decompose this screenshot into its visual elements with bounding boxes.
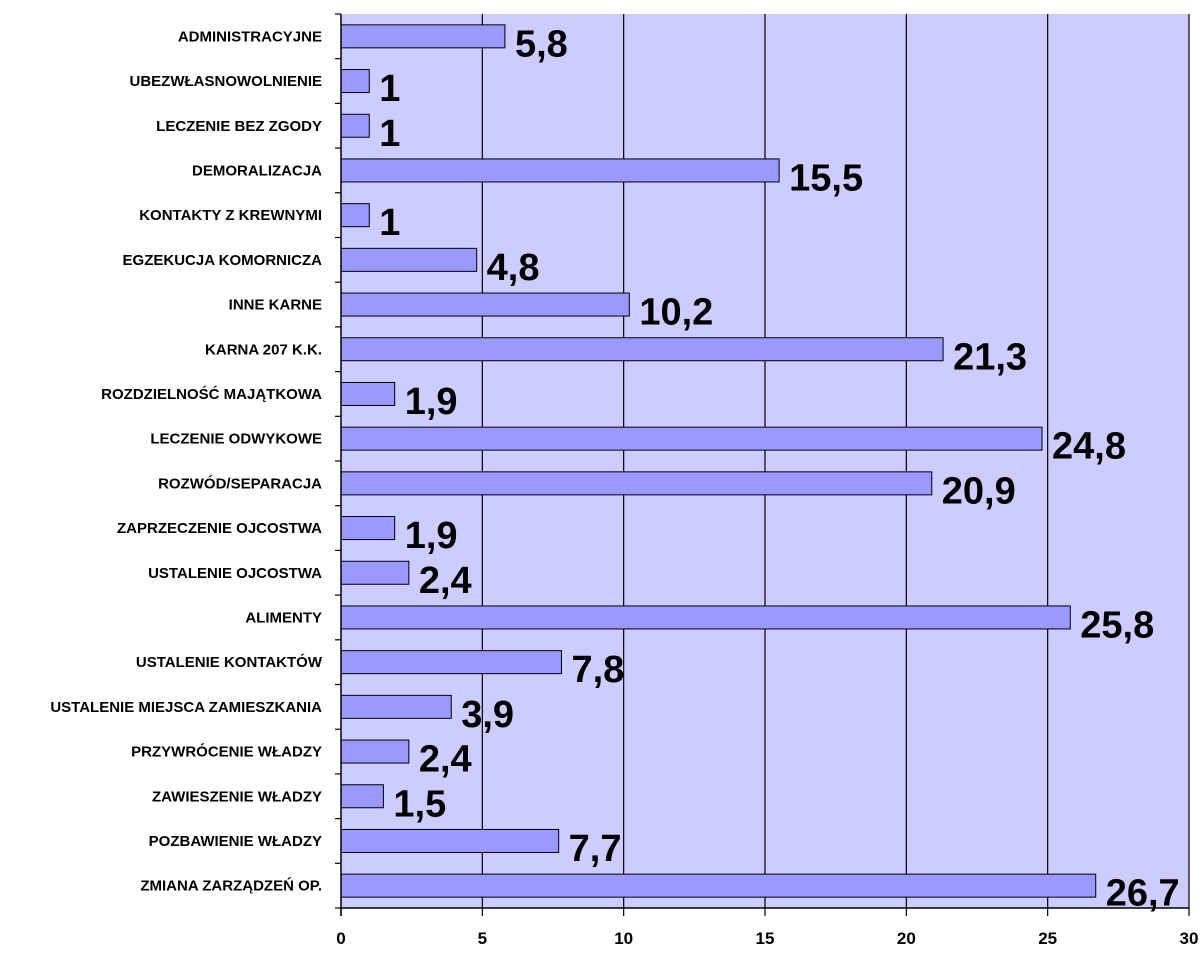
bar-5 xyxy=(340,203,370,228)
data-label-3: 1 xyxy=(379,113,400,155)
bar-20 xyxy=(340,873,1097,898)
bar-19 xyxy=(340,828,560,853)
bar-12 xyxy=(340,516,396,541)
bar-15 xyxy=(340,650,562,675)
bars xyxy=(340,24,1097,898)
data-label-1: 5,8 xyxy=(515,23,568,65)
x-tick-label-30: 30 xyxy=(1180,929,1199,948)
category-label-20: ZMIANA ZARZĄDZEŃ OP. xyxy=(140,878,322,895)
data-label-11: 20,9 xyxy=(942,470,1016,512)
bar-2 xyxy=(340,69,370,94)
tick-labels: 0 5 10 15 20 25 30 xyxy=(336,929,1198,948)
category-label-8: KARNA 207 K.K. xyxy=(205,341,322,358)
category-labels: ADMINISTRACYJNE UBEZWŁASNOWOLNIENIE LECZEN… xyxy=(50,28,323,894)
bar-10 xyxy=(340,426,1043,451)
data-labels: 5,81115,514,810,221,31,924,820,91,92,425… xyxy=(379,23,1179,914)
bar-18 xyxy=(340,784,384,809)
bar-3 xyxy=(340,113,370,138)
bar-1 xyxy=(340,24,506,49)
x-tick-label-0: 0 xyxy=(336,929,345,948)
category-label-4: DEMORALIZACJA xyxy=(192,162,322,179)
category-label-12: ZAPRZECZENIE OJCOSTWA xyxy=(117,520,322,537)
x-tick-label-10: 10 xyxy=(614,929,633,948)
data-label-17: 2,4 xyxy=(419,739,472,781)
bar-14 xyxy=(340,605,1071,630)
category-label-16: USTALENIE MIEJSCA ZAMIESZKANIA xyxy=(50,699,322,716)
data-label-19: 7,7 xyxy=(569,828,622,870)
bar-13 xyxy=(340,560,410,585)
bar-11 xyxy=(340,471,933,496)
bar-7 xyxy=(340,292,630,317)
bar-6 xyxy=(340,247,478,272)
data-label-4: 15,5 xyxy=(789,157,863,199)
bar-4 xyxy=(340,158,780,183)
data-label-5: 1 xyxy=(379,202,400,244)
data-label-8: 21,3 xyxy=(953,336,1027,378)
category-label-9: ROZDZIELNOŚĆ MAJĄTKOWA xyxy=(101,385,322,403)
category-label-15: USTALENIE KONTAKTÓW xyxy=(136,653,323,671)
data-label-9: 1,9 xyxy=(405,381,458,423)
category-label-14: ALIMENTY xyxy=(245,609,322,626)
x-tick-label-15: 15 xyxy=(756,929,775,948)
data-label-16: 3,9 xyxy=(461,694,514,736)
bar-17 xyxy=(340,739,410,764)
bar-8 xyxy=(340,337,944,362)
x-tick-label-5: 5 xyxy=(478,929,487,948)
category-label-1: ADMINISTRACYJNE xyxy=(178,28,322,45)
category-label-5: KONTAKTY Z KREWNYMI xyxy=(139,207,322,224)
data-label-7: 10,2 xyxy=(639,292,713,334)
x-tick-label-20: 20 xyxy=(897,929,916,948)
bar-9 xyxy=(340,381,396,406)
bar-16 xyxy=(340,694,452,719)
axes xyxy=(335,13,1190,916)
data-label-18: 1,5 xyxy=(393,783,446,825)
x-tick-label-25: 25 xyxy=(1038,929,1057,948)
category-label-11: ROZWÓD/SEPARACJA xyxy=(158,474,322,492)
category-label-3: LECZENIE BEZ ZGODY xyxy=(156,118,322,135)
data-label-13: 2,4 xyxy=(419,560,472,602)
category-label-13: USTALENIE OJCOSTWA xyxy=(148,565,322,582)
data-label-14: 25,8 xyxy=(1080,604,1154,646)
data-label-2: 1 xyxy=(379,68,400,110)
category-label-2: UBEZWŁASNOWOLNIENIE xyxy=(130,73,323,90)
data-label-20: 26,7 xyxy=(1106,873,1180,915)
category-label-10: LECZENIE ODWYKOWE xyxy=(150,431,322,448)
data-label-10: 24,8 xyxy=(1052,426,1126,468)
category-label-17: PRZYWRÓCENIE WŁADZY xyxy=(131,743,322,761)
category-label-6: EGZEKUCJA KOMORNICZA xyxy=(123,252,323,269)
category-label-18: ZAWIESZENIE WŁADZY xyxy=(152,788,322,805)
category-label-19: POZBAWIENIE WŁADZY xyxy=(149,833,322,850)
data-label-12: 1,9 xyxy=(405,515,458,557)
category-label-7: INNE KARNE xyxy=(229,297,322,314)
data-label-6: 4,8 xyxy=(487,247,540,289)
data-label-15: 7,8 xyxy=(571,649,624,691)
